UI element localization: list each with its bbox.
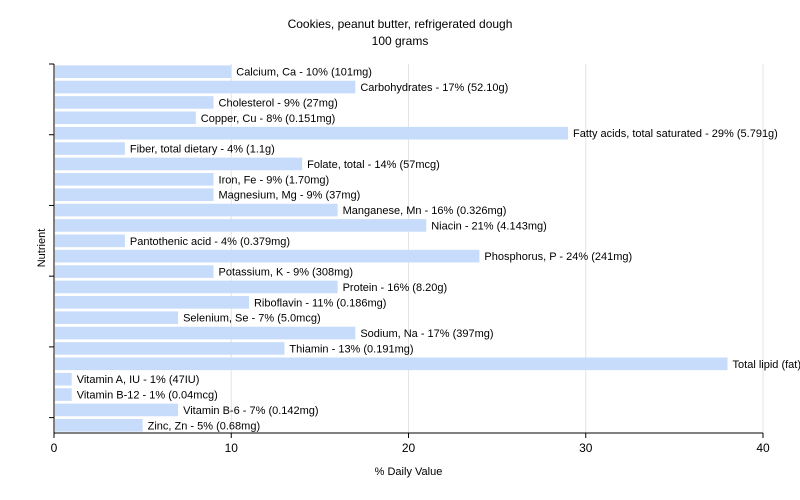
bar-16: [55, 311, 179, 324]
bar-2: [55, 96, 214, 109]
bar-9: [55, 203, 338, 217]
bar-label-8: Magnesium, Mg - 9% (37mg): [219, 190, 361, 202]
bar-label-16: Selenium, Se - 7% (5.0mcg): [183, 313, 321, 325]
bar-5: [55, 142, 125, 155]
bar-label-0: Calcium, Ca - 10% (101mg): [236, 67, 372, 79]
bar-8: [55, 188, 214, 201]
bar-13: [55, 265, 214, 278]
bar-20: [55, 372, 72, 386]
bar-label-15: Riboflavin - 11% (0.186mg): [254, 297, 386, 309]
x-tick-label-4: 40: [756, 441, 770, 455]
bar-label-2: Cholesterol - 9% (27mg): [219, 97, 338, 109]
bar-label-4: Fatty acids, total saturated - 29% (5.79…: [573, 128, 778, 140]
x-axis-label: % Daily Value: [374, 466, 443, 478]
bar-label-14: Protein - 16% (8.20g): [343, 282, 448, 294]
bar-label-13: Potassium, K - 9% (308mg): [219, 267, 354, 279]
bar-14: [55, 280, 338, 294]
x-tick-label-3: 30: [579, 441, 593, 455]
bar-4: [55, 126, 569, 140]
bar-label-22: Vitamin B-6 - 7% (0.142mg): [183, 405, 319, 417]
bar-3: [55, 111, 196, 125]
bar-7: [55, 173, 214, 186]
bar-label-10: Niacin - 21% (4.143mg): [431, 220, 547, 232]
bar-label-19: Total lipid (fat) - 38% (25.00g): [733, 359, 800, 371]
x-tick-label-1: 10: [225, 441, 239, 455]
bar-6: [55, 157, 303, 171]
bar-19: [55, 357, 728, 371]
bar-label-1: Carbohydrates - 17% (52.10g): [360, 82, 508, 94]
bar-label-23: Zinc, Zn - 5% (0.68mg): [148, 420, 260, 432]
bar-label-18: Thiamin - 13% (0.191mg): [289, 343, 413, 355]
bar-18: [55, 342, 285, 355]
bar-label-21: Vitamin B-12 - 1% (0.04mcg): [77, 390, 218, 402]
x-tick-label-0: 0: [51, 441, 58, 455]
bar-0: [55, 65, 232, 78]
bar-label-3: Copper, Cu - 8% (0.151mg): [201, 113, 336, 125]
bar-label-17: Sodium, Na - 17% (397mg): [360, 328, 493, 340]
y-axis-label: Nutrient: [36, 228, 48, 268]
bar-label-7: Iron, Fe - 9% (1.70mg): [219, 174, 330, 186]
bar-label-20: Vitamin A, IU - 1% (47IU): [77, 374, 200, 386]
bar-1: [55, 80, 356, 94]
bar-12: [55, 249, 480, 263]
bar-10: [55, 219, 427, 232]
bar-label-6: Folate, total - 14% (57mcg): [307, 159, 440, 171]
bar-label-5: Fiber, total dietary - 4% (1.1g): [130, 144, 275, 156]
bar-label-9: Manganese, Mn - 16% (0.326mg): [343, 205, 507, 217]
bar-17: [55, 326, 356, 340]
chart-title: Cookies, peanut butter, refrigerated dou…: [287, 17, 513, 31]
bar-11: [55, 234, 125, 248]
bar-15: [55, 296, 249, 309]
bar-23: [55, 419, 143, 432]
x-tick-label-2: 20: [402, 441, 416, 455]
bar-label-12: Phosphorus, P - 24% (241mg): [484, 251, 632, 263]
bar-21: [55, 388, 72, 401]
bar-label-11: Pantothenic acid - 4% (0.379mg): [130, 236, 290, 248]
chart-subtitle: 100 grams: [371, 34, 429, 48]
bar-22: [55, 403, 179, 417]
